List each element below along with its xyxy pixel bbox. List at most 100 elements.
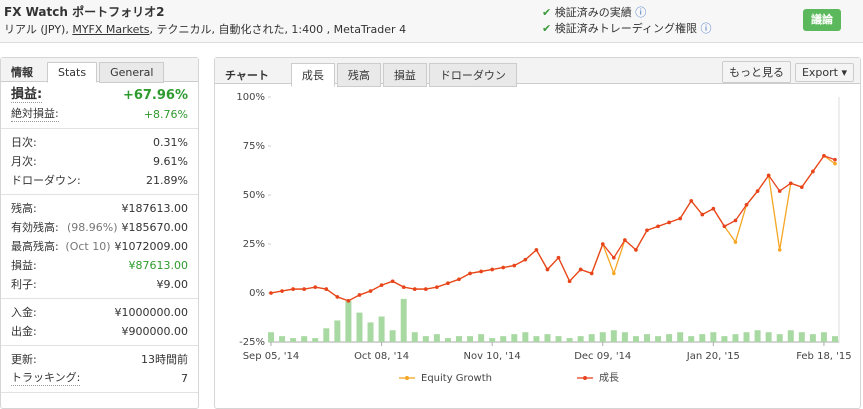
volume-bar	[478, 334, 485, 342]
more-button[interactable]: もっと見る	[721, 61, 791, 83]
stats-label: トラッキング:	[11, 371, 81, 386]
tab[interactable]: 残高	[336, 63, 381, 87]
series-point	[822, 154, 826, 158]
tab[interactable]: 成長	[290, 63, 335, 87]
tab[interactable]: Stats	[47, 62, 98, 83]
volume-bar	[621, 332, 628, 342]
y-tick-label: 25%	[243, 239, 265, 250]
stats-group: 日次: 0.31% 月次: 9.61% ドローダウン: 21.89%	[1, 129, 198, 195]
tab[interactable]: ドローダウン	[428, 63, 517, 87]
series-point	[689, 199, 694, 203]
stats-value-wrap: (98.96%) ¥185670.00	[67, 218, 188, 237]
series-point	[556, 255, 561, 260]
stats-label: 残高:	[11, 202, 37, 215]
volume-bar	[666, 334, 673, 342]
check-text: 検証済みの実績	[554, 6, 632, 19]
stats-row: 利子: ¥9.00	[1, 275, 198, 294]
volume-bar	[644, 334, 650, 342]
chart-tabs: チャート 成長 残高 損益 ドローダウン もっと見る Export ▾	[215, 58, 860, 87]
x-tick-label: Feb 18, '15	[796, 351, 851, 362]
volume-bar	[610, 330, 617, 342]
series-point	[379, 283, 384, 287]
chart: -25% 0% 25% 50% 75% 100% Sep 05, '14 Oct 08, '1…	[236, 92, 851, 384]
stats-row: 月次: 9.61%	[1, 152, 198, 171]
series-point	[678, 216, 682, 221]
series-point	[468, 271, 472, 276]
stats-row: 入金: ¥1000000.00	[1, 303, 198, 322]
series-point	[534, 248, 539, 252]
series-point	[368, 289, 373, 293]
broker-link[interactable]: MYFX Markets	[72, 23, 150, 36]
stats-value: ¥87613.00	[128, 259, 189, 272]
series-point	[623, 238, 627, 242]
stats-row: 最高残高: (Oct 10) ¥1072009.00	[1, 237, 198, 256]
stats-row: 損益: +67.96%	[1, 86, 198, 105]
stats-value: ¥187613.00	[121, 202, 188, 215]
stats-label: 利子:	[11, 278, 37, 291]
volume-bar	[776, 334, 783, 342]
volume-bar	[290, 338, 297, 342]
stats-label: ドローダウン:	[11, 174, 81, 187]
x-tick-label: Sep 05, '14	[243, 351, 300, 362]
stats-note: (Oct 10)	[65, 240, 111, 253]
stats-value: ¥9.00	[156, 278, 189, 291]
series-point	[711, 206, 716, 211]
volume-bar	[511, 334, 518, 342]
volume-bar	[820, 332, 827, 342]
series-point	[755, 189, 760, 193]
volume-bar	[577, 336, 584, 342]
stats-value: 9.61%	[153, 155, 188, 168]
stats-value-wrap: 21.89%	[146, 171, 188, 190]
stats-value: 0.31%	[153, 136, 188, 149]
series-point	[523, 257, 528, 262]
tab[interactable]: General	[99, 62, 165, 83]
series-point	[291, 287, 295, 291]
stats-value: 7	[181, 372, 188, 385]
discuss-button[interactable]: 議論	[803, 9, 841, 31]
series-point	[700, 212, 705, 217]
legend-dot	[405, 376, 409, 380]
series-point	[722, 224, 727, 229]
volume-bar	[334, 320, 341, 342]
stats-value: +67.96%	[122, 88, 188, 103]
volume-bar	[798, 332, 805, 342]
series-point	[578, 267, 583, 272]
series-point	[269, 291, 273, 295]
series-point	[545, 267, 550, 272]
volume-bar	[555, 336, 562, 342]
y-tick-label: 75%	[243, 141, 265, 152]
stats-value-wrap: 9.61%	[153, 152, 188, 171]
series-point	[324, 287, 329, 291]
stats-row: トラッキング: 7	[1, 369, 198, 388]
stats-row: 絶対損益: +8.76%	[1, 105, 198, 124]
volume-bar	[444, 338, 451, 342]
volume-bar	[279, 336, 286, 342]
series-point	[811, 169, 815, 174]
series-point	[733, 218, 738, 223]
chart-panel: チャート 成長 残高 損益 ドローダウン もっと見る Export ▾	[214, 57, 861, 409]
stats-group: 入金: ¥1000000.00 出金: ¥900000.00	[1, 299, 198, 346]
x-tick-label: Jan 20, '15	[686, 351, 740, 362]
series-point	[766, 173, 771, 178]
volume-bar	[566, 338, 573, 342]
volume-bar	[599, 332, 606, 342]
subtitle: リアル (JPY), MYFX Markets, テクニカル, 自動化された, …	[4, 21, 406, 37]
y-tick-label: 0%	[249, 288, 265, 299]
export-button[interactable]: Export ▾	[794, 63, 854, 82]
stats-label: 入金:	[11, 306, 37, 319]
volume-bar	[699, 334, 706, 342]
stats-value: 13時間前	[141, 353, 188, 366]
x-tick-label: Nov 10, '14	[464, 351, 521, 362]
volume-bar	[743, 332, 750, 342]
stats-row: ドローダウン: 21.89%	[1, 171, 198, 190]
series-point	[280, 289, 284, 293]
series-point	[800, 185, 804, 189]
series-point	[667, 220, 671, 225]
portfolio-title: FX Watch ポートフォリオ2	[4, 5, 165, 19]
tab[interactable]: 損益	[382, 63, 427, 87]
volume-bar	[500, 336, 507, 342]
series-point	[833, 161, 837, 166]
volume-bar	[378, 316, 385, 342]
check-2: ✔ 検証済みトレーディング権限 ⓘ	[542, 22, 712, 35]
